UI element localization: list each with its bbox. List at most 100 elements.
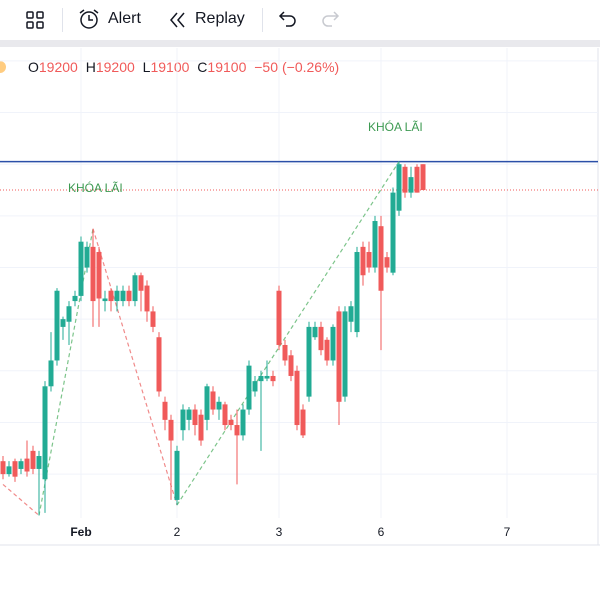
replay-button[interactable]: Replay <box>195 10 245 27</box>
ohlc-change-percent: (−0.26%) <box>282 59 340 75</box>
candle-body <box>420 164 426 191</box>
candle-body <box>114 290 120 302</box>
candle-body <box>360 246 366 276</box>
toolbar-icons <box>26 9 340 29</box>
chart: Feb 2 3 6 7 <box>0 48 600 546</box>
x-tick-label: 2 <box>174 525 181 539</box>
candle-body <box>264 375 270 379</box>
candle-body <box>372 221 378 268</box>
candle-body <box>396 164 402 211</box>
ohlc-label: O <box>28 59 39 75</box>
candle-body <box>156 337 162 392</box>
grid-icon <box>36 21 44 29</box>
ohlc-value: 19200 <box>38 59 78 75</box>
candle-body <box>318 326 324 351</box>
candle-body <box>186 409 192 420</box>
candle-body <box>204 386 210 420</box>
candle-body <box>354 252 360 333</box>
candle-body <box>384 257 390 268</box>
candle-body <box>336 311 342 402</box>
candle-body <box>60 319 66 327</box>
alert-button[interactable]: Alert <box>108 10 141 27</box>
ohlc-label: C <box>197 59 208 75</box>
candle-body <box>24 458 30 472</box>
candle-body <box>246 365 252 410</box>
candle-body <box>12 461 18 477</box>
candle-body <box>90 246 96 302</box>
candle-body <box>288 355 294 376</box>
candle-body <box>0 461 6 475</box>
candle-body <box>312 326 318 338</box>
grid-icon <box>26 21 34 29</box>
separator <box>262 8 263 32</box>
candle-body <box>192 409 198 426</box>
candle-body <box>78 241 84 296</box>
grid-icon[interactable] <box>26 11 34 19</box>
candle-body <box>402 166 408 193</box>
replay-icon[interactable] <box>170 12 185 28</box>
alert-icon <box>79 9 99 21</box>
candle-body <box>270 375 276 382</box>
x-tick-label: 6 <box>378 525 385 539</box>
alert-icon[interactable] <box>80 11 98 29</box>
candle-body <box>48 360 54 387</box>
candle-body <box>276 290 282 345</box>
candle-body <box>96 252 102 299</box>
candle-body <box>378 226 384 291</box>
annotation: KHÓA LÃI <box>68 181 123 195</box>
undo-icon[interactable] <box>278 11 296 27</box>
candle-body <box>18 461 24 469</box>
candle-body <box>120 290 126 302</box>
ohlc-legend: O19200 H19200 L19100 C19100 −50 (−0.26%) <box>28 59 343 75</box>
ohlc-value: 19100 <box>207 59 247 75</box>
candle-body <box>72 295 78 302</box>
ohlc-value: 19200 <box>95 59 135 75</box>
grid-icon <box>36 11 44 19</box>
candle-body <box>6 466 12 475</box>
candle-body <box>324 339 330 361</box>
ohlc-label: L <box>142 59 151 75</box>
ohlc-label: H <box>85 59 96 75</box>
redo-icon[interactable] <box>322 11 340 27</box>
candle-body <box>390 192 396 273</box>
candle-body <box>102 298 108 302</box>
candle-body <box>54 290 60 361</box>
zigzag-segment <box>2 483 40 516</box>
candle-body <box>306 326 312 397</box>
zigzag-segment <box>92 228 178 506</box>
ohlc-value: 19100 <box>150 59 190 75</box>
candle-body <box>216 401 222 410</box>
candle-body <box>234 425 240 436</box>
status-dot <box>0 61 6 73</box>
candle-body <box>36 456 42 469</box>
candle-body <box>126 290 132 302</box>
candle-body <box>348 306 354 322</box>
toolbar: Alert Replay <box>0 0 600 47</box>
candle-body <box>150 311 156 327</box>
candle-body <box>282 344 288 361</box>
candle-body <box>132 275 138 302</box>
x-tick-label: 3 <box>276 525 283 539</box>
annotation: KHÓA LÃI <box>368 120 423 134</box>
candle-body <box>294 370 300 426</box>
candle-body <box>342 311 348 397</box>
candle-body <box>408 177 414 193</box>
candle-body <box>144 285 150 312</box>
candle-body <box>138 275 144 291</box>
candle-body <box>162 401 168 420</box>
candle-body <box>252 381 258 392</box>
candle-body <box>174 450 180 500</box>
zigzag-segment <box>176 161 400 506</box>
x-tick-label: Feb <box>70 525 91 539</box>
candle-body <box>168 419 174 441</box>
candle-body <box>414 166 420 193</box>
candle-body <box>66 306 72 322</box>
candle-body <box>108 290 114 302</box>
candle-body <box>210 391 216 410</box>
candle-body <box>84 246 90 268</box>
ohlc-change: −50 <box>254 59 278 75</box>
candle-body <box>330 326 336 361</box>
candle-body <box>300 409 306 436</box>
candle-body <box>366 252 372 268</box>
